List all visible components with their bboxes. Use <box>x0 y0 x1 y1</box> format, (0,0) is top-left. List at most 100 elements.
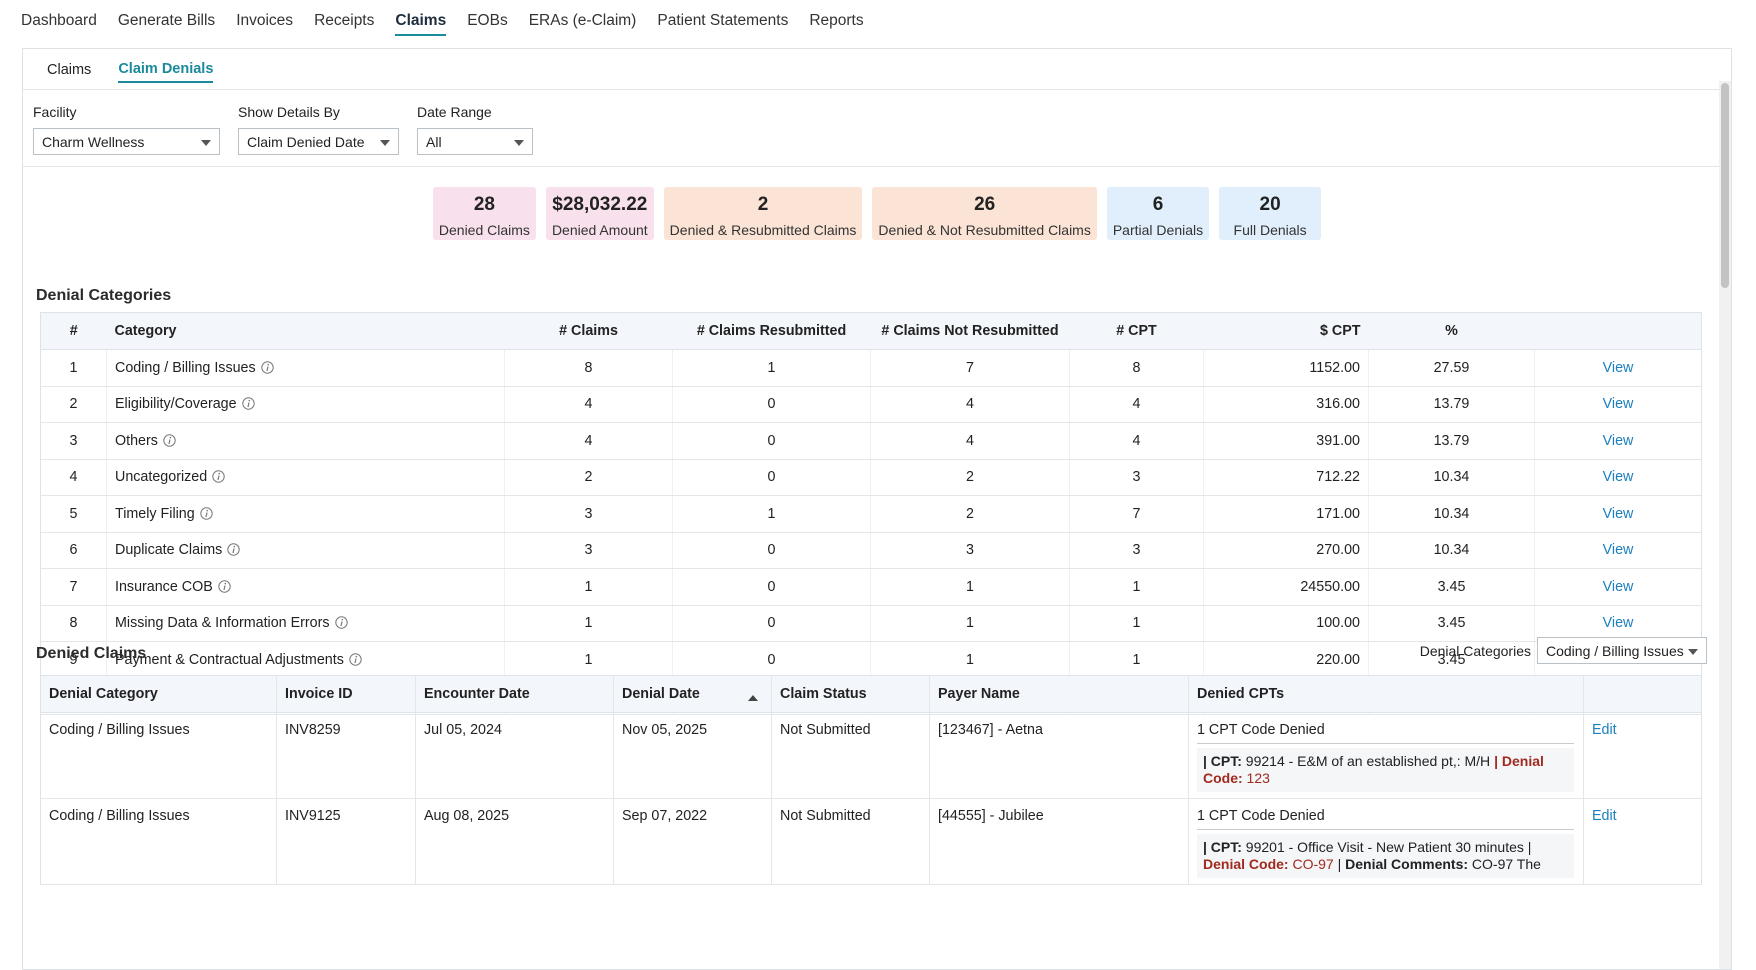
denial-categories-table: # Category # Claims # Claims Resubmitted # C… <box>40 312 1702 715</box>
table-cell[interactable]: View <box>1534 422 1702 460</box>
nav-item[interactable]: Receipts <box>314 12 375 29</box>
denied-claims-table: Denial Category Invoice ID Encounter Date D… <box>40 675 1702 885</box>
table-row: Coding / Billing Issues INV9125 Aug 08, 20… <box>40 798 1702 885</box>
table-cell[interactable]: View <box>1534 349 1702 387</box>
view-link[interactable]: View <box>1602 578 1634 595</box>
nav-item[interactable]: Generate Bills <box>117 12 216 29</box>
filter-label: Denial Categories <box>1419 642 1531 659</box>
nav-item[interactable]: EOBs <box>467 12 508 29</box>
cell-text: 2 <box>966 505 974 522</box>
table-cell[interactable]: View <box>1534 568 1702 606</box>
info-icon[interactable] <box>241 397 255 410</box>
info-icon[interactable] <box>349 653 362 666</box>
filter: Date Range All <box>417 104 533 155</box>
cell-text: 6 <box>69 542 78 559</box>
edit-link[interactable]: Edit <box>1592 722 1617 738</box>
nav-item[interactable]: Invoices <box>236 12 294 29</box>
table-cell: 0 <box>672 422 871 460</box>
nav-item[interactable]: Patient Statements <box>657 12 789 29</box>
scrollbar[interactable] <box>1719 81 1731 969</box>
select[interactable]: All <box>417 128 533 155</box>
card-value: 28 <box>473 194 495 215</box>
column-header: # Claims Resubmitted <box>672 312 871 350</box>
cpt-text: 99214 - E&M of an established pt,: M/H <box>1241 753 1495 769</box>
view-link[interactable]: View <box>1602 542 1634 559</box>
column-header[interactable]: Denial Date <box>613 675 772 713</box>
view-link[interactable]: View <box>1602 469 1634 486</box>
cpt-text: | CPT: <box>1203 753 1242 769</box>
table-cell: Others <box>106 422 505 460</box>
table-cell: 3.45 <box>1368 605 1535 642</box>
view-link[interactable]: View <box>1602 396 1634 413</box>
info-icon[interactable] <box>200 507 213 520</box>
cell-text: Timely Filing <box>115 505 195 522</box>
nav-item[interactable]: ERAs (e-Claim) <box>528 12 637 29</box>
filter-label: Facility <box>33 104 77 120</box>
view-link[interactable]: View <box>1602 359 1634 376</box>
cell-text: Payment & Contractual Adjustments <box>115 651 344 668</box>
cell-text: 10.34 <box>1433 505 1470 522</box>
view-link[interactable]: View <box>1602 505 1634 522</box>
cell-text: 1 <box>584 578 593 595</box>
table-cell: INV9125 <box>276 798 416 885</box>
edit-link[interactable]: Edit <box>1592 808 1617 824</box>
cell-text: Insurance COB <box>115 578 213 595</box>
cpt-text: 99201 - Office Visit - New Patient 30 mi… <box>1241 839 1536 855</box>
card-value: 26 <box>974 194 996 215</box>
nav-item[interactable]: Reports <box>809 12 864 29</box>
subtabs: Claims Claim Denials <box>23 49 1731 90</box>
info-icon[interactable] <box>334 616 348 629</box>
cpt-text: Denial Code: <box>1203 856 1289 872</box>
cell-text: 13.79 <box>1433 432 1470 449</box>
select[interactable]: Charm Wellness <box>33 128 220 155</box>
cpt-text: | CPT: <box>1203 839 1242 855</box>
nav-item[interactable]: Dashboard <box>21 12 97 29</box>
table-cell[interactable]: View <box>1534 386 1702 423</box>
subtab[interactable]: Claim Denials <box>118 55 214 83</box>
column-header: Claim Status <box>771 675 930 713</box>
cell-text: 24550.00 <box>1300 578 1360 595</box>
table-cell: 0 <box>672 568 871 606</box>
info-icon[interactable] <box>218 580 231 593</box>
table-row: 7 Insurance COB 1 0 1 1 24550.00 3.45 View <box>40 568 1702 606</box>
table-cell: 1 <box>1069 568 1204 606</box>
table-cell: Duplicate Claims <box>106 532 505 569</box>
info-icon[interactable] <box>212 470 225 483</box>
table-cell: 4 <box>504 386 673 423</box>
table-cell: 4 <box>40 459 107 496</box>
subtab[interactable]: Claims <box>47 62 92 78</box>
cpt-summary: 1 CPT Code Denied <box>1197 808 1574 830</box>
column-header: # <box>40 312 107 350</box>
table-cell: 8 <box>504 349 673 387</box>
select[interactable]: Coding / Billing Issues <box>1537 637 1707 664</box>
table-cell: 1 <box>504 605 673 642</box>
table-cell: 270.00 <box>1203 532 1369 569</box>
table-cell: 5 <box>40 495 107 533</box>
table-cell: 1 <box>504 641 673 679</box>
cell-text: 7 <box>1132 505 1141 522</box>
cell-text: 2 <box>966 469 974 486</box>
table-cell[interactable]: View <box>1534 495 1702 533</box>
info-icon[interactable] <box>163 434 176 447</box>
view-link[interactable]: View <box>1602 432 1634 449</box>
table-cell: 3 <box>40 422 107 460</box>
table-cell: 4 <box>504 422 673 460</box>
table-cell[interactable]: View <box>1534 459 1702 496</box>
table-cell: 391.00 <box>1203 422 1369 460</box>
info-icon[interactable] <box>227 543 240 556</box>
nav-item[interactable]: Claims <box>395 10 447 36</box>
sort-icon[interactable] <box>748 690 758 701</box>
view-link[interactable]: View <box>1602 615 1634 632</box>
table-cell: Payment & Contractual Adjustments <box>106 641 505 679</box>
table-cell[interactable]: View <box>1534 532 1702 569</box>
table-cell: Eligibility/Coverage <box>106 386 505 423</box>
cell-text: 5 <box>69 505 78 522</box>
table-cell: Not Submitted <box>771 798 930 885</box>
table-row: 5 Timely Filing 3 1 2 7 171.00 10.34 View <box>40 495 1702 533</box>
select[interactable]: Claim Denied Date <box>238 128 399 155</box>
info-icon[interactable] <box>260 361 274 374</box>
cell-text: Duplicate Claims <box>115 542 223 559</box>
filter: Facility Charm Wellness <box>33 104 220 155</box>
table-cell: 220.00 <box>1203 641 1369 679</box>
table-cell: Coding / Billing Issues <box>106 349 505 387</box>
